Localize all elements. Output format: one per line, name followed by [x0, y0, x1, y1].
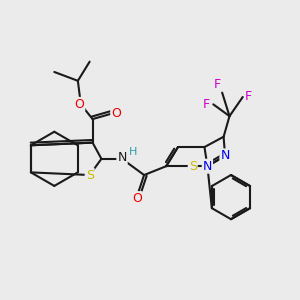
- Text: F: F: [202, 98, 210, 111]
- Text: N: N: [203, 160, 212, 173]
- Text: S: S: [85, 169, 94, 182]
- Text: O: O: [74, 98, 84, 111]
- Text: F: F: [245, 91, 252, 103]
- Text: O: O: [132, 192, 142, 205]
- Text: N: N: [117, 151, 127, 164]
- Text: O: O: [111, 107, 121, 120]
- Text: S: S: [189, 160, 197, 173]
- Text: F: F: [214, 78, 221, 91]
- Text: H: H: [128, 147, 137, 158]
- Text: N: N: [220, 149, 230, 162]
